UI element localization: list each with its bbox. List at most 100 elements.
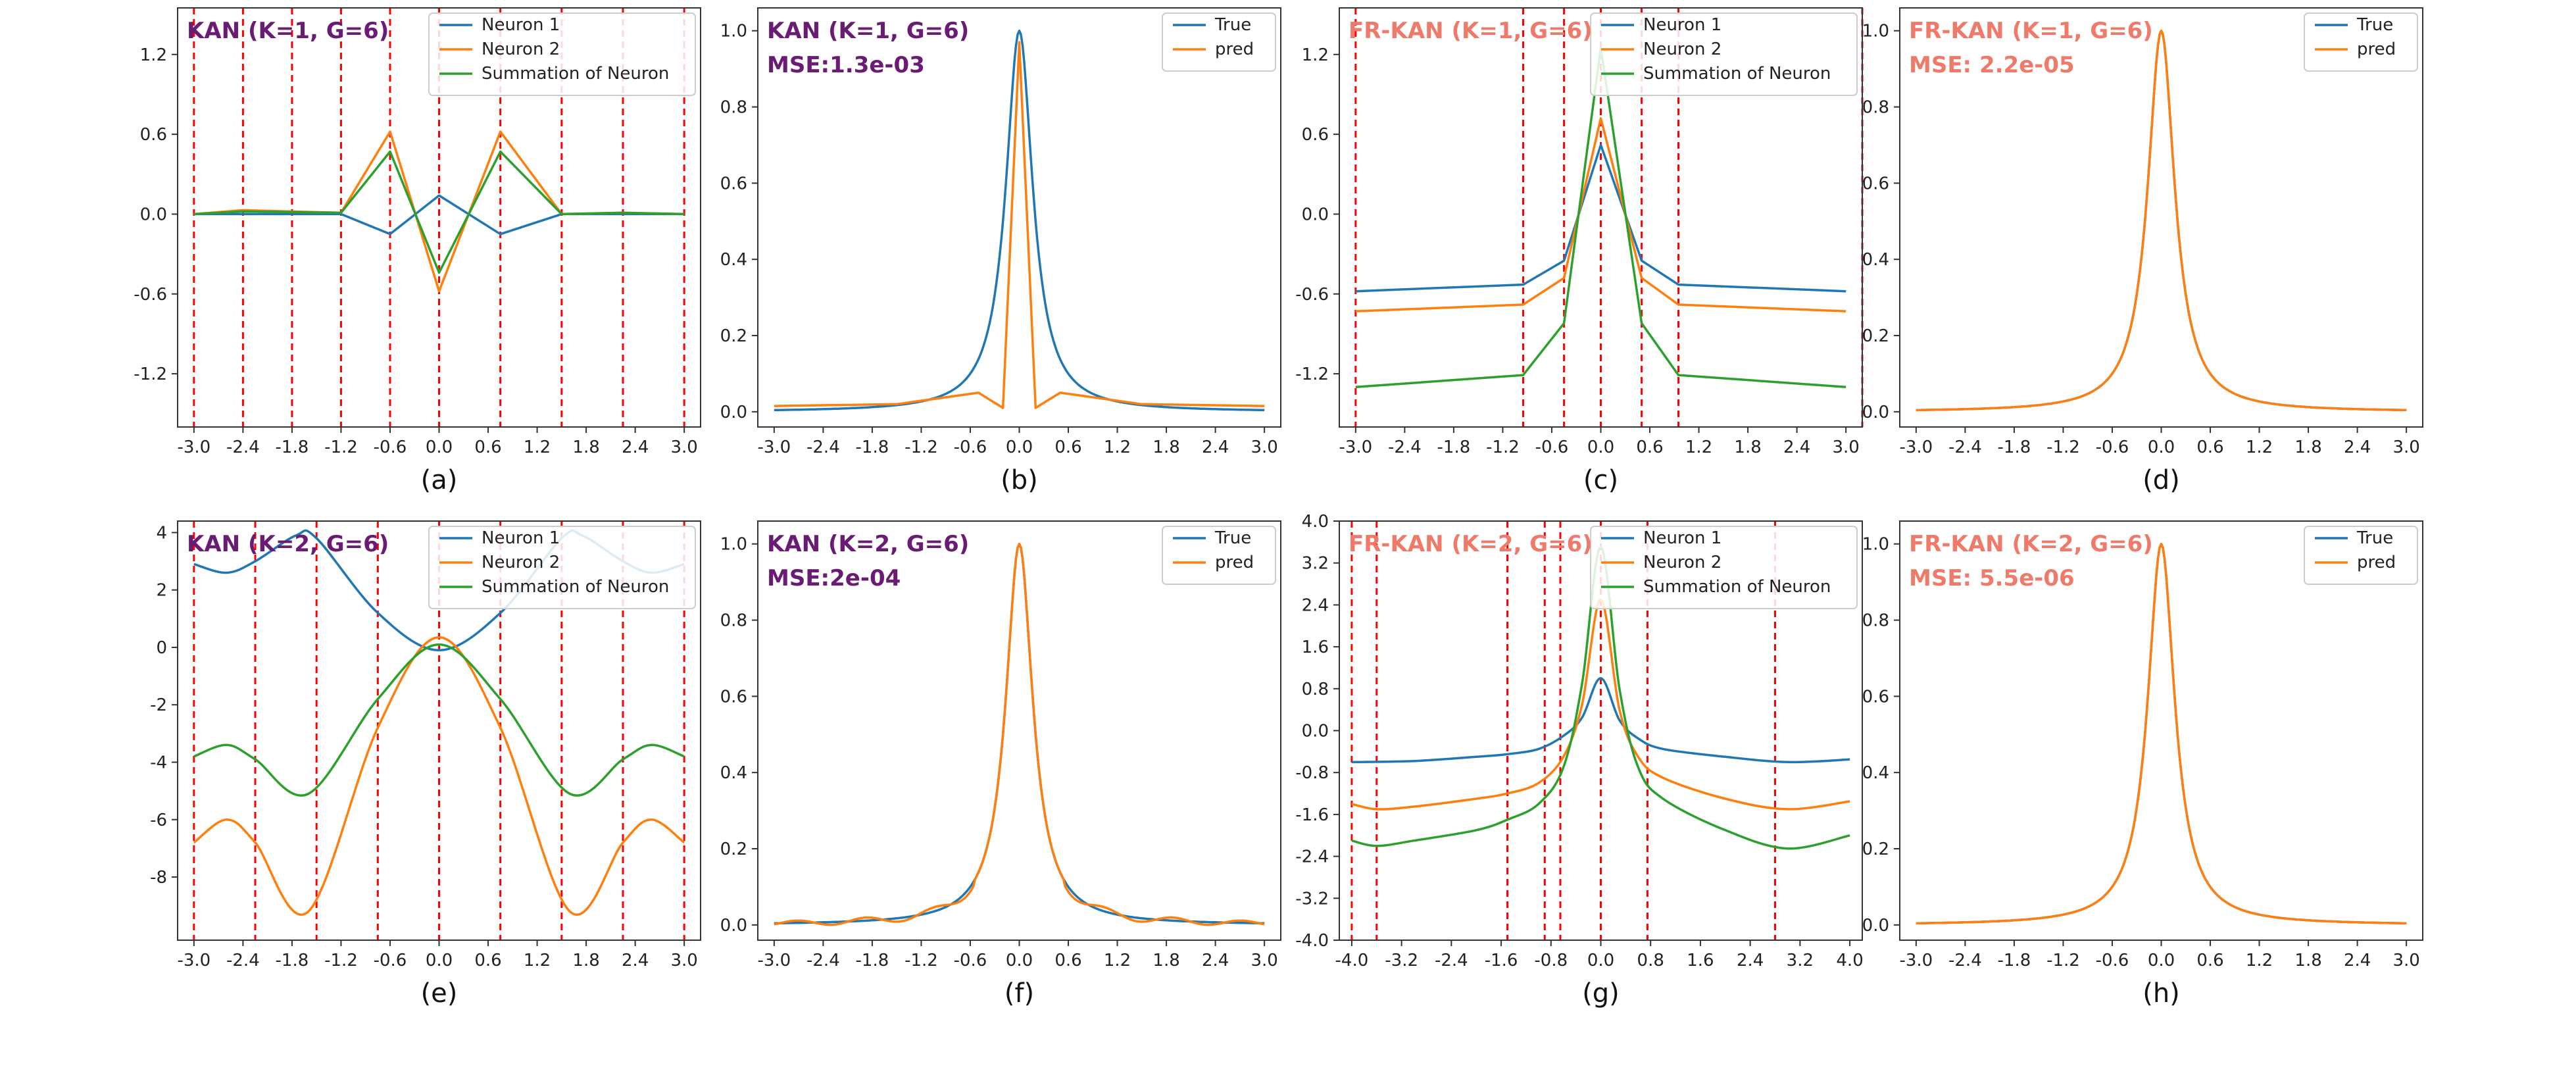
x-tick-label: -3.0 xyxy=(177,438,211,457)
series-line-pred xyxy=(774,542,1265,926)
x-tick-label: 1.6 xyxy=(1687,951,1714,970)
plot-area xyxy=(1900,521,2423,940)
x-tick-label: -3.2 xyxy=(1385,951,1418,970)
x-tick-label: 0.6 xyxy=(1054,951,1081,970)
y-tick-label: 1.6 xyxy=(1302,638,1329,657)
panel-label: (b) xyxy=(1001,465,1038,495)
y-tick-label: 0.2 xyxy=(1862,840,1889,859)
x-tick-label: 1.8 xyxy=(1152,951,1179,970)
x-tick-label: 3.0 xyxy=(2392,951,2419,970)
x-tick-label: -1.8 xyxy=(856,951,889,970)
x-tick-label: -3.0 xyxy=(757,951,791,970)
series-line-neuron-1 xyxy=(1351,677,1850,764)
legend-label: Neuron 2 xyxy=(1643,39,1721,59)
legend-label: Summation of Neuron xyxy=(482,64,669,84)
x-tick-label: -1.2 xyxy=(1486,438,1520,457)
chart-panel-g: -4.0 -3.2 -2.4 -1.6 -0.8 0.0 0.8 1.6 2.4 3.2 4.0 -4… xyxy=(1295,512,1863,1009)
series-line-pred xyxy=(1916,542,2407,925)
x-tick-label: -1.8 xyxy=(856,438,889,457)
y-tick-label: -1.6 xyxy=(1295,805,1329,825)
y-tick-label: -1.2 xyxy=(1295,364,1329,384)
x-tick-label: -1.2 xyxy=(2046,438,2080,457)
legend-label: Neuron 2 xyxy=(1643,553,1721,572)
x-tick-label: 3.0 xyxy=(670,951,697,970)
x-tick-label: 0.0 xyxy=(1587,438,1614,457)
x-tick-label: 2.4 xyxy=(1737,951,1764,970)
panel-mse: MSE:1.3e-03 xyxy=(767,52,925,78)
x-tick-label: 1.2 xyxy=(2246,438,2273,457)
series-line-summation-of-neuron xyxy=(193,150,685,274)
x-tick-label: 0.0 xyxy=(426,951,453,970)
x-tick-label: 1.2 xyxy=(2246,951,2273,970)
y-tick-label: 0.8 xyxy=(720,611,747,631)
y-tick-label: -1.2 xyxy=(134,364,167,384)
x-tick-label: 3.0 xyxy=(1832,438,1859,457)
plot-area xyxy=(1900,8,2423,427)
legend-label: pred xyxy=(2357,39,2396,59)
x-tick-label: -3.0 xyxy=(177,951,211,970)
x-tick-label: 1.2 xyxy=(1104,438,1131,457)
legend-box xyxy=(1590,13,1858,96)
x-tick-label: -1.8 xyxy=(276,951,309,970)
legend-label: pred xyxy=(2357,553,2396,572)
y-tick-label: 0.8 xyxy=(1862,98,1889,118)
x-tick-label: -0.6 xyxy=(374,438,407,457)
y-tick-label: -0.8 xyxy=(1295,763,1329,783)
x-tick-label: 0.6 xyxy=(2196,438,2223,457)
x-tick-label: 0.0 xyxy=(1006,438,1033,457)
x-tick-label: -1.8 xyxy=(1998,951,2031,970)
legend-label: Summation of Neuron xyxy=(482,577,669,597)
panel-title: KAN (K=1, G=6) xyxy=(767,18,969,44)
x-tick-label: 0.0 xyxy=(1587,951,1614,970)
plot-area xyxy=(758,521,1281,940)
y-tick-label: 0.2 xyxy=(1862,326,1889,346)
x-tick-label: -0.8 xyxy=(1534,951,1568,970)
y-tick-label: 4 xyxy=(156,523,167,543)
y-tick-label: 0.0 xyxy=(1302,722,1329,741)
y-tick-label: -2 xyxy=(150,695,167,715)
y-tick-label: 0.6 xyxy=(1302,125,1329,145)
y-tick-label: -3.2 xyxy=(1295,889,1329,909)
x-tick-label: -1.2 xyxy=(2046,951,2080,970)
series-line-pred xyxy=(774,41,1265,409)
legend-label: pred xyxy=(1215,553,1254,572)
panel-mse: MSE: 5.5e-06 xyxy=(1909,565,2075,591)
y-tick-label: 0.6 xyxy=(140,125,167,145)
legend-label: Neuron 1 xyxy=(1643,528,1721,548)
panel-title: FR-KAN (K=1, G=6) xyxy=(1909,18,2153,44)
y-tick-label: 0.4 xyxy=(720,250,747,270)
legend-box xyxy=(428,13,696,96)
plot-area xyxy=(758,8,1281,427)
x-tick-label: 3.0 xyxy=(1251,951,1277,970)
x-tick-label: -0.6 xyxy=(1535,438,1569,457)
x-tick-label: 2.4 xyxy=(1783,438,1810,457)
y-tick-label: 0.6 xyxy=(720,687,747,707)
x-tick-label: 1.8 xyxy=(2294,438,2321,457)
series-line-neuron-2 xyxy=(1351,598,1850,811)
x-tick-label: 0.8 xyxy=(1637,951,1664,970)
y-tick-label: 1.2 xyxy=(1302,45,1329,65)
chart-panel-h: -3.0 -2.4 -1.8 -1.2 -0.6 0.0 0.6 1.2 1.8 2.4 3.0 0.… xyxy=(1862,520,2423,1009)
y-tick-label: 1.0 xyxy=(720,535,747,555)
panel-label: (h) xyxy=(2143,978,2180,1009)
y-tick-label: 0.6 xyxy=(1862,174,1889,193)
x-tick-label: 0.0 xyxy=(2148,951,2175,970)
x-tick-label: 0.6 xyxy=(474,951,501,970)
x-tick-label: 2.4 xyxy=(1202,438,1229,457)
panel-label: (c) xyxy=(1583,465,1618,495)
x-tick-label: -2.4 xyxy=(1948,438,1982,457)
x-tick-label: -0.6 xyxy=(954,438,987,457)
legend-box xyxy=(2304,13,2418,72)
chart-panel-c: -3.0 -2.4 -1.8 -1.2 -0.6 0.0 0.6 1.2 1.8 2.4 3.0 -1… xyxy=(1295,7,1864,495)
legend-label: Summation of Neuron xyxy=(1643,64,1831,84)
panel-label: (f) xyxy=(1004,978,1034,1009)
series-line-neuron-1 xyxy=(1355,143,1846,293)
x-tick-label: -1.8 xyxy=(276,438,309,457)
x-tick-label: -0.6 xyxy=(374,951,407,970)
y-tick-label: 0.6 xyxy=(1862,687,1889,707)
y-tick-label: -4.0 xyxy=(1295,931,1329,951)
legend-label: Neuron 1 xyxy=(482,15,560,35)
y-tick-label: 0.4 xyxy=(1862,250,1889,270)
x-tick-label: 1.8 xyxy=(572,951,599,970)
